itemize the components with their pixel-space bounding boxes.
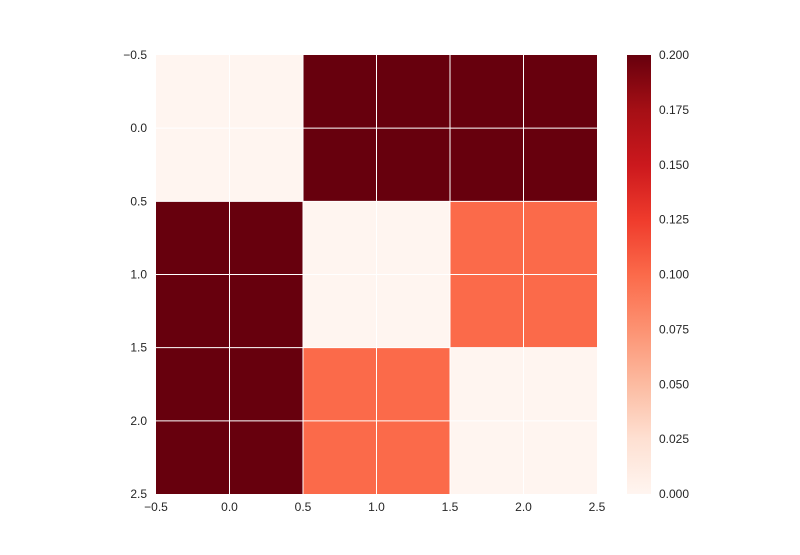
x-tick-label: 2.0	[515, 500, 532, 514]
y-tick-label: 0.5	[130, 194, 147, 208]
y-axis: −0.5 0.0 0.5 1.0 1.5 2.0 2.5	[123, 48, 147, 501]
colorbar-tick-label: 0.200	[659, 48, 689, 62]
colorbar-tick-label: 0.125	[659, 213, 689, 227]
x-tick-label: 1.0	[368, 500, 385, 514]
y-tick-label: 2.5	[130, 487, 147, 501]
x-tick-label: −0.5	[144, 500, 168, 514]
x-tick-label: 2.5	[589, 500, 606, 514]
y-tick-label: −0.5	[123, 48, 147, 62]
colorbar-tick-label: 0.075	[659, 322, 689, 336]
colorbar-gradient	[627, 55, 651, 494]
y-tick-label: 1.5	[130, 341, 147, 355]
colorbar-tick-label: 0.150	[659, 158, 689, 172]
x-tick-label: 0.5	[295, 500, 312, 514]
grid-lines	[156, 55, 597, 494]
y-tick-label: 1.0	[130, 268, 147, 282]
y-tick-label: 0.0	[130, 121, 147, 135]
colorbar-tick-label: 0.175	[659, 103, 689, 117]
colorbar: 0.000 0.025 0.050 0.075 0.100 0.125 0.150 0.175…	[627, 48, 689, 501]
colorbar-tick-label: 0.100	[659, 268, 689, 282]
colorbar-tick-label: 0.050	[659, 377, 689, 391]
y-tick-label: 2.0	[130, 414, 147, 428]
x-axis: −0.5 0.0 0.5 1.0 1.5 2.0 2.5	[144, 500, 606, 514]
colorbar-tick-label: 0.025	[659, 432, 689, 446]
x-tick-label: 0.0	[221, 500, 238, 514]
colorbar-tick-label: 0.000	[659, 487, 689, 501]
x-tick-label: 1.5	[442, 500, 459, 514]
